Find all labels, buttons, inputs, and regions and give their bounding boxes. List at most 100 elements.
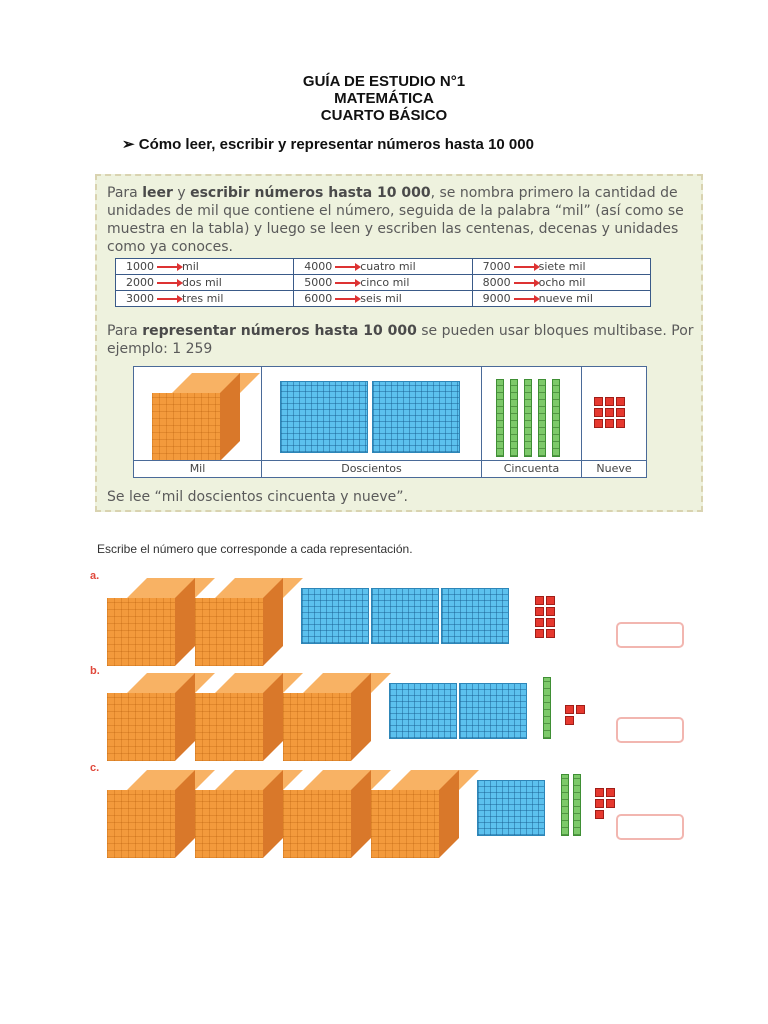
thousand-block bbox=[371, 770, 479, 858]
table-row: 2000 dos mil 5000 cinco mil 8000 ocho mil bbox=[114, 274, 652, 291]
unit-cube bbox=[594, 419, 603, 428]
table-number: 6000 bbox=[304, 292, 333, 305]
unit-cube bbox=[594, 408, 603, 417]
unit-cube bbox=[535, 618, 544, 627]
exercise-label: c. bbox=[90, 762, 100, 774]
table-row: 1000 mil 4000 cuatro mil 7000 siete mil bbox=[114, 258, 652, 275]
table-cell: 2000 dos mil bbox=[114, 274, 295, 291]
unit-cube bbox=[546, 596, 555, 605]
unit-cube bbox=[565, 716, 574, 725]
table-word: mil bbox=[182, 260, 199, 273]
table-word: nueve mil bbox=[538, 292, 593, 305]
title-line-3: CUARTO BÁSICO bbox=[320, 107, 448, 124]
thousand-block bbox=[152, 373, 260, 461]
explanation-panel: Para leer y escribir números hasta 10 00… bbox=[95, 174, 703, 512]
section-heading-text: Cómo leer, escribir y representar número… bbox=[138, 136, 534, 153]
caption-mil: Mil bbox=[134, 460, 261, 477]
unit-cube bbox=[595, 810, 604, 819]
table-number: 3000 bbox=[126, 292, 154, 305]
table-number: 4000 bbox=[304, 260, 333, 273]
unit-cube bbox=[565, 705, 574, 714]
table-word: tres mil bbox=[182, 292, 224, 305]
table-word: dos mil bbox=[182, 276, 222, 289]
table-number: 5000 bbox=[304, 276, 333, 289]
ten-rod bbox=[496, 379, 504, 457]
unit-cube bbox=[535, 607, 544, 616]
ten-rod bbox=[543, 677, 551, 739]
answer-box[interactable] bbox=[616, 717, 684, 743]
thousand-block bbox=[195, 770, 303, 858]
red-arrow-icon bbox=[513, 279, 540, 287]
red-arrow-icon bbox=[157, 295, 183, 303]
red-arrow-icon bbox=[157, 263, 183, 271]
thousand-block bbox=[283, 673, 391, 761]
unit-cube bbox=[576, 705, 585, 714]
unit-cube bbox=[546, 618, 555, 627]
table-number: 9000 bbox=[482, 292, 511, 305]
unit-cube bbox=[616, 419, 625, 428]
unit-cube bbox=[616, 397, 625, 406]
hundred-flat bbox=[371, 588, 439, 644]
unit-cube bbox=[595, 788, 604, 797]
example-tens-cell: Cincuenta bbox=[482, 367, 582, 477]
table-cell: 7000 siete mil bbox=[471, 258, 652, 275]
table-cell: 8000 ocho mil bbox=[471, 274, 652, 291]
ten-rod bbox=[538, 379, 546, 457]
hundred-flat bbox=[389, 683, 457, 739]
red-arrow-icon bbox=[335, 263, 362, 271]
example-hundreds-cell: Doscientos bbox=[262, 367, 482, 477]
table-cell: 9000 nueve mil bbox=[471, 290, 652, 307]
hundred-flat bbox=[301, 588, 369, 644]
table-cell: 4000 cuatro mil bbox=[293, 258, 473, 275]
thousands-table: 1000 mil 4000 cuatro mil 7000 siete mil 2000 do… bbox=[114, 258, 652, 307]
table-cell: 6000 seis mil bbox=[293, 290, 473, 307]
unit-cube bbox=[594, 397, 603, 406]
table-number: 2000 bbox=[126, 276, 154, 289]
unit-cube bbox=[605, 397, 614, 406]
ten-rod bbox=[561, 774, 569, 836]
unit-cube bbox=[546, 607, 555, 616]
red-arrow-icon bbox=[335, 279, 362, 287]
answer-box[interactable] bbox=[616, 622, 684, 648]
table-number: 7000 bbox=[482, 260, 511, 273]
red-arrow-icon bbox=[157, 279, 183, 287]
unit-cube bbox=[606, 788, 615, 797]
exercise-label: a. bbox=[90, 570, 100, 582]
unit-cube bbox=[616, 408, 625, 417]
answer-box[interactable] bbox=[616, 814, 684, 840]
unit-cube bbox=[595, 799, 604, 808]
unit-cube bbox=[605, 408, 614, 417]
table-number: 8000 bbox=[482, 276, 511, 289]
caption-nueve: Nueve bbox=[582, 460, 646, 477]
caption-doscientos: Doscientos bbox=[262, 460, 481, 477]
table-word: cinco mil bbox=[360, 276, 410, 289]
red-arrow-icon bbox=[513, 295, 540, 303]
table-word: seis mil bbox=[360, 292, 402, 305]
table-row: 3000 tres mil 6000 seis mil 9000 nueve mil bbox=[114, 290, 652, 307]
paragraph-reading-example: Se lee “mil doscientos cincuenta y nueve… bbox=[107, 489, 408, 505]
exercise-label: b. bbox=[90, 665, 100, 677]
thousand-block bbox=[107, 673, 215, 761]
ten-rod bbox=[552, 379, 560, 457]
thousand-block bbox=[107, 770, 215, 858]
thousand-block bbox=[283, 770, 391, 858]
ten-rod bbox=[510, 379, 518, 457]
thousand-block bbox=[195, 673, 303, 761]
red-arrow-icon bbox=[335, 295, 362, 303]
hundred-flat bbox=[441, 588, 509, 644]
multibase-example: Mil Doscientos Cincuenta Nueve bbox=[133, 366, 647, 478]
hundred-flat bbox=[372, 381, 460, 453]
table-word: ocho mil bbox=[538, 276, 586, 289]
table-number: 1000 bbox=[126, 260, 154, 273]
exercise-instruction: Escribe el número que corresponde a cada… bbox=[97, 542, 413, 556]
unit-cube bbox=[605, 419, 614, 428]
table-word: siete mil bbox=[538, 260, 586, 273]
hundred-flat bbox=[477, 780, 545, 836]
section-heading: ➢ Cómo leer, escribir y representar núme… bbox=[122, 135, 534, 153]
thousand-block bbox=[195, 578, 303, 666]
paragraph-reading-writing: Para leer y escribir números hasta 10 00… bbox=[107, 185, 684, 255]
unit-cube bbox=[546, 629, 555, 638]
hundred-flat bbox=[459, 683, 527, 739]
example-units-cell: Nueve bbox=[582, 367, 646, 477]
hundred-flat bbox=[280, 381, 368, 453]
